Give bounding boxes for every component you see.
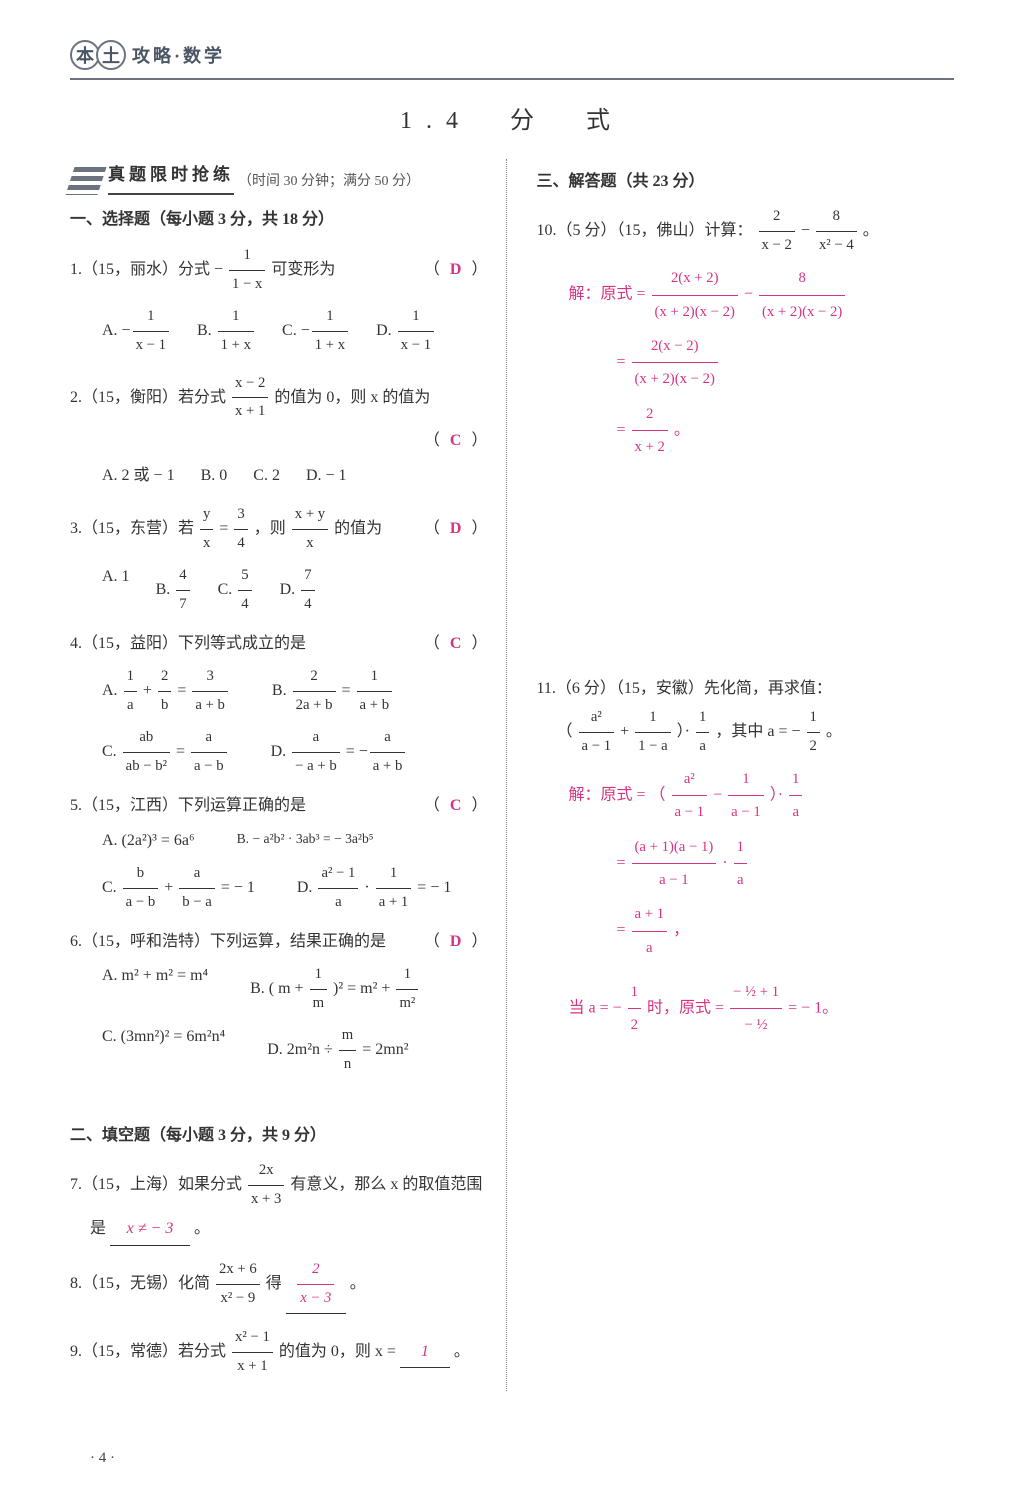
q4-answer-paren: （C） xyxy=(424,629,488,659)
q4-opt-a: A. 1a + 2b = 3a + b xyxy=(102,663,230,720)
q3-opt-d: D. 74 xyxy=(280,562,317,619)
q2-stem-a: 2.（15，衡阳）若分式 xyxy=(70,389,226,406)
q7-stem-a: 7.（15，上海）如果分式 xyxy=(70,1177,242,1194)
banner-stripes-icon xyxy=(65,167,106,195)
q2-stem-b: 的值为 0，则 x 的值为 xyxy=(274,389,430,406)
q1-stem-b: 可变形为 xyxy=(271,261,335,278)
practice-banner: 真题限时抢练 （时间 30 分钟；满分 50 分） xyxy=(70,159,488,195)
q6-stem: 6.（15，呼和浩特）下列运算，结果正确的是 xyxy=(70,927,424,957)
q4-answer: C xyxy=(440,635,472,652)
q5-answer: C xyxy=(440,797,472,814)
section-2-head: 二、填空题（每小题 3 分，共 9 分） xyxy=(70,1121,488,1151)
q1-answer-paren: （D） xyxy=(424,255,488,285)
q3-stem-a: 3.（15，东营）若 xyxy=(70,520,194,537)
question-7: 7.（15，上海）如果分式 2xx + 3 有意义，那么 x 的取值范围 是 x… xyxy=(70,1157,488,1245)
q3-answer: D xyxy=(440,520,472,537)
q6-opt-b: B. ( m + 1m )² = m² + 1m² xyxy=(250,961,420,1018)
q2-opt-d: D. − 1 xyxy=(306,461,347,491)
question-8: 8.（15，无锡）化简 2x + 6x² − 9 得 2x − 3 。 xyxy=(70,1256,488,1314)
q3-answer-paren: （D） xyxy=(424,514,488,544)
q8-period: 。 xyxy=(350,1275,366,1292)
q1-opt-b: B. 11 + x xyxy=(197,303,256,360)
question-5: 5.（15，江西）下列运算正确的是 （C） A. (2a²)³ = 6a⁶ B.… xyxy=(70,791,488,917)
logo-char-2: 土 xyxy=(96,40,126,70)
q2-answer: C xyxy=(440,432,472,449)
question-11: 11.（6 分）（15，安徽）先化简，再求值： （ a²a − 1 + 11 −… xyxy=(537,674,955,1042)
q5-answer-paren: （C） xyxy=(424,791,488,821)
q2-opt-b: B. 0 xyxy=(201,461,228,491)
question-2: 2.（15，衡阳）若分式 x − 2x + 1 的值为 0，则 x 的值为 （C… xyxy=(70,370,488,492)
q6-opt-d: D. 2m²n ÷ mn = 2mn² xyxy=(267,1022,408,1079)
q5-opt-b: B. − a²b² · 3ab³ = − 3a²b⁵ xyxy=(237,826,374,856)
q9-stem-a: 9.（15，常德）若分式 xyxy=(70,1343,226,1360)
q2-opt-a: A. 2 或 − 1 xyxy=(102,461,175,491)
q1-opt-a: A. −1x − 1 xyxy=(102,303,171,360)
q4-stem: 4.（15，益阳）下列等式成立的是 xyxy=(70,629,424,659)
q4-opt-d: D. a− a + b = −aa + b xyxy=(271,724,408,781)
q6-opt-c: C. (3mn²)² = 6m²n⁴ xyxy=(102,1022,225,1079)
q5-stem: 5.（15，江西）下列运算正确的是 xyxy=(70,791,424,821)
q1-answer: D xyxy=(440,261,472,278)
q3-opt-c: C. 54 xyxy=(218,562,254,619)
q6-answer-paren: （D） xyxy=(424,927,488,957)
q9-period: 。 xyxy=(454,1343,470,1360)
page-header: 本 土 攻略·数学 xyxy=(70,40,954,70)
q8-stem-a: 8.（15，无锡）化简 xyxy=(70,1275,210,1292)
question-4: 4.（15，益阳）下列等式成立的是 （C） A. 1a + 2b = 3a + … xyxy=(70,629,488,781)
brand-text: 攻略·数学 xyxy=(132,42,225,68)
q6-answer: D xyxy=(440,933,472,950)
q9-stem-b: 的值为 0，则 x = xyxy=(279,1343,396,1360)
q9-blank: 1 xyxy=(400,1337,450,1368)
q4-opt-c: C. abab − b² = aa − b xyxy=(102,724,229,781)
q2-frac: x − 2x + 1 xyxy=(232,370,268,427)
section-3-head: 三、解答题（共 23 分） xyxy=(537,167,955,197)
q8-stem-b: 得 xyxy=(266,1275,282,1292)
q10-stem-a: 10.（5 分）（15，佛山）计算： xyxy=(537,223,753,240)
q7-blank: x ≠ − 3 xyxy=(110,1214,190,1245)
q11-solution: 解：原式 = （ a²a − 1 − 1a − 1 ）· 1a = (a + 1… xyxy=(537,763,955,1042)
question-3: 3.（15，东营）若 yx = 34 ，则 x + yx 的值为 （D） A. … xyxy=(70,501,488,619)
q4-opt-b: B. 22a + b = 1a + b xyxy=(272,663,394,720)
q3-opt-a: A. 1 xyxy=(102,562,130,619)
q1-stem-a: 1.（15，丽水）分式 − xyxy=(70,261,223,278)
q2-opt-c: C. 2 xyxy=(253,461,280,491)
banner-subtext: （时间 30 分钟；满分 50 分） xyxy=(238,169,420,196)
right-column: 三、解答题（共 23 分） 10.（5 分）（15，佛山）计算： 2x − 2 … xyxy=(531,159,955,1391)
question-9: 9.（15，常德）若分式 x² − 1x + 1 的值为 0，则 x = 1 。 xyxy=(70,1324,488,1381)
left-column: 真题限时抢练 （时间 30 分钟；满分 50 分） 一、选择题（每小题 3 分，… xyxy=(70,159,507,1391)
q7-period: 。 xyxy=(194,1220,210,1237)
header-rule xyxy=(70,78,954,80)
q1-opt-c: C. −11 + x xyxy=(282,303,350,360)
question-6: 6.（15，呼和浩特）下列运算，结果正确的是 （D） A. m² + m² = … xyxy=(70,927,488,1079)
two-column-layout: 真题限时抢练 （时间 30 分钟；满分 50 分） 一、选择题（每小题 3 分，… xyxy=(70,159,954,1391)
page-number: · 4 · xyxy=(90,1450,115,1467)
q3-opt-b: B. 47 xyxy=(156,562,192,619)
q1-stem-frac: 11 − x xyxy=(229,242,265,299)
question-10: 10.（5 分）（15，佛山）计算： 2x − 2 − 8x² − 4 。 解：… xyxy=(537,203,955,463)
section-1-head: 一、选择题（每小题 3 分，共 18 分） xyxy=(70,205,488,235)
q8-blank: 2x − 3 xyxy=(286,1256,346,1314)
q5-opt-d: D. a² − 1a · 1a + 1 = − 1 xyxy=(297,860,451,917)
q1-opt-d: D. 1x − 1 xyxy=(376,303,436,360)
q5-opt-a: A. (2a²)³ = 6a⁶ xyxy=(102,826,195,856)
banner-label: 真题限时抢练 xyxy=(108,159,234,195)
q2-answer-paren: （C） xyxy=(424,426,488,456)
q10-solution: 解：原式 = 2(x + 2)(x + 2)(x − 2) − 8(x + 2)… xyxy=(537,262,955,463)
q11-stem: 11.（6 分）（15，安徽）先化简，再求值： xyxy=(537,674,955,704)
q7-line2: 是 xyxy=(90,1220,106,1237)
q6-opt-a: A. m² + m² = m⁴ xyxy=(102,961,208,1018)
q5-opt-c: C. ba − b + ab − a = − 1 xyxy=(102,860,255,917)
page-title: 1.4 分 式 xyxy=(70,100,954,135)
question-1: 1.（15，丽水）分式 − 11 − x 可变形为 （D） A. −1x − 1… xyxy=(70,242,488,360)
logo-badge: 本 土 xyxy=(70,40,122,70)
q7-stem-b: 有意义，那么 x 的取值范围 xyxy=(290,1177,482,1194)
